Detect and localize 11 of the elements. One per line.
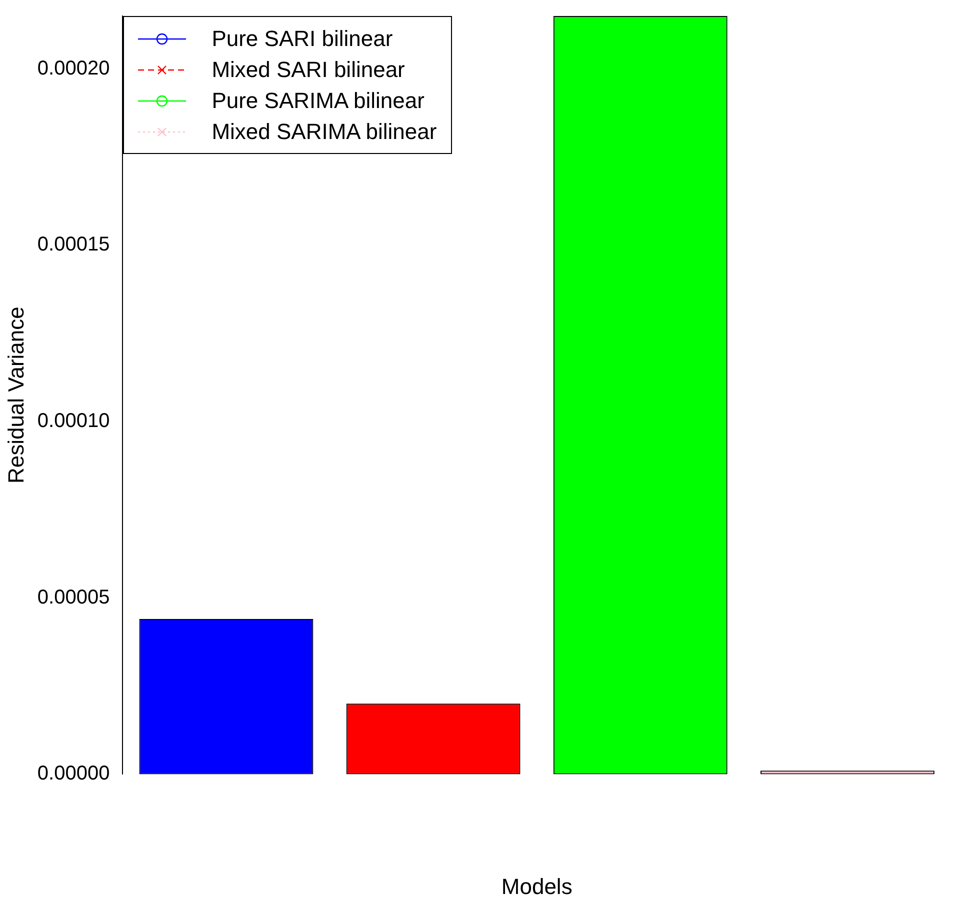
y-tick-label: 0.00015 [37, 234, 110, 256]
legend-label: Pure SARI bilinear [212, 25, 393, 53]
y-tick-label: 0.00010 [37, 410, 110, 432]
legend-label: Mixed SARIMA bilinear [212, 118, 437, 146]
y-tick-label: 0.00000 [37, 762, 110, 785]
y-tick-label: 0.00005 [37, 586, 110, 608]
y-axis-title: Residual Variance [3, 306, 28, 484]
x-axis-title: Models [501, 874, 572, 899]
legend-label: Pure SARIMA bilinear [212, 87, 424, 115]
y-tick-label: 0.00020 [37, 57, 110, 80]
legend-label: Mixed SARI bilinear [212, 56, 405, 84]
